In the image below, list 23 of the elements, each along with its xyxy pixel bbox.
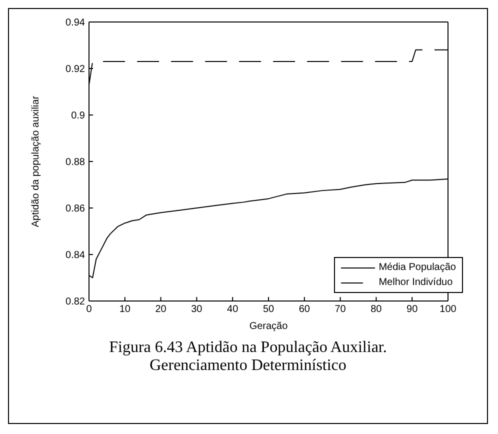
- x-tick-label: 100: [440, 304, 457, 316]
- x-axis-title: Geração: [249, 321, 288, 332]
- x-tick-label: 60: [298, 304, 310, 316]
- x-tick-label: 30: [191, 304, 203, 316]
- x-tick-label: 10: [119, 304, 131, 316]
- x-tick-label: 40: [227, 304, 239, 316]
- x-tick-label: 90: [406, 304, 418, 316]
- y-tick-label: 0.9: [71, 110, 86, 122]
- x-tick-label: 0: [86, 304, 92, 316]
- y-tick-label: 0.84: [66, 250, 86, 262]
- text: Figura 6.43 Aptidão na População Auxiliar. Gerenciamento Determinístico: [108, 339, 388, 375]
- y-tick-label: 0.86: [66, 204, 86, 215]
- y-axis-title: Aptidão da população auxiliar: [30, 95, 42, 228]
- y-tick-label: 0.92: [66, 64, 86, 76]
- y-tick-label: 0.94: [66, 18, 86, 29]
- y-tick-label: 0.82: [66, 296, 86, 308]
- legend-label: Melhor Indivíduo: [378, 277, 453, 288]
- x-tick-label: 80: [370, 304, 382, 316]
- x-tick-label: 50: [262, 304, 274, 316]
- legend-label: Média População: [378, 262, 456, 273]
- x-tick-label: 20: [155, 304, 167, 316]
- x-tick-label: 70: [334, 304, 346, 316]
- y-tick-label: 0.88: [66, 157, 86, 168]
